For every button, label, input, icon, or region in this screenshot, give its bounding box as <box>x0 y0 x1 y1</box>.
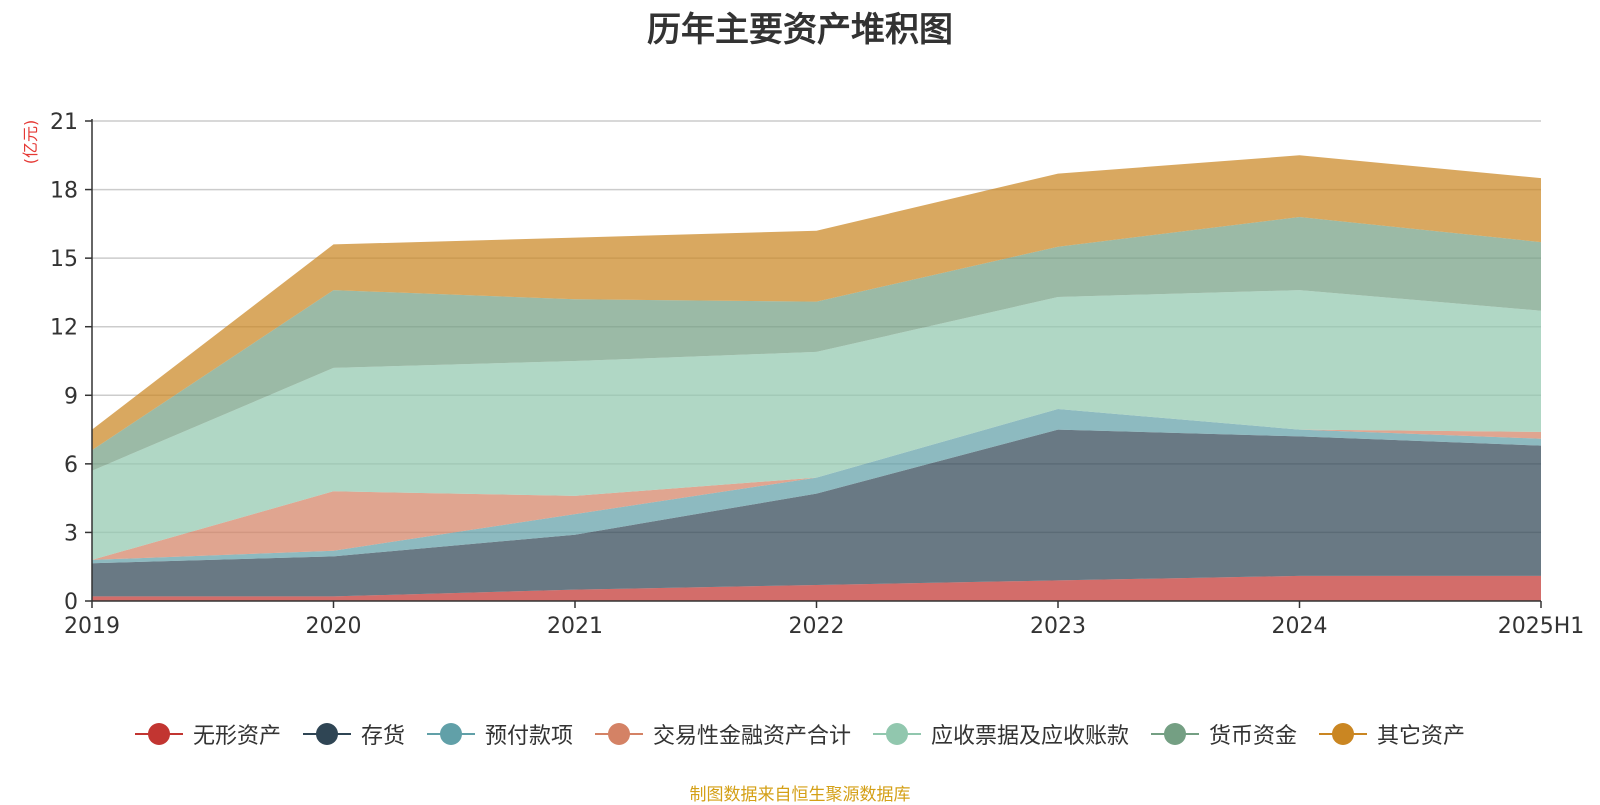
legend-label: 其它资产 <box>1377 724 1466 749</box>
y-tick-label: 3 <box>64 521 78 546</box>
y-tick-label: 0 <box>64 590 78 615</box>
x-tick-label: 2025H1 <box>1498 614 1585 639</box>
y-tick-label: 15 <box>50 247 78 272</box>
axes: 0 3 6 9 12 15 18 21 2019 2020 2021 2022 2023 2024 2025… <box>50 110 1584 639</box>
legend-item[interactable]: 货币资金 <box>1151 718 1297 750</box>
x-tick-label: 2019 <box>64 614 120 639</box>
legend-item[interactable]: 应收票据及应收账款 <box>873 718 1129 750</box>
legend-marker-icon <box>1151 722 1200 746</box>
legend-item[interactable]: 其它资产 <box>1319 718 1465 750</box>
x-tick-label: 2021 <box>547 614 603 639</box>
area-series-3 <box>92 409 1541 560</box>
area-layers <box>92 155 1541 601</box>
legend-marker-icon <box>134 722 183 746</box>
legend-item[interactable]: 存货 <box>302 718 405 750</box>
area-series-2 <box>92 409 1541 564</box>
area-series-4 <box>92 290 1541 560</box>
x-tick-label: 2024 <box>1272 614 1328 639</box>
y-tick-label: 12 <box>50 316 78 341</box>
legend-label: 预付款项 <box>484 724 573 749</box>
legend-label: 交易性金融资产合计 <box>652 724 851 749</box>
legend-label: 存货 <box>360 724 405 749</box>
legend-marker-icon <box>426 722 475 746</box>
legend-item[interactable]: 无形资产 <box>134 718 281 750</box>
area-series-1 <box>92 429 1541 597</box>
source-note: 制图数据来自恒生聚源数据库 <box>689 785 911 805</box>
legend-marker-icon <box>302 722 351 746</box>
y-tick-label: 21 <box>50 110 78 135</box>
legend-marker-icon <box>873 722 921 746</box>
legend-item[interactable]: 交易性金融资产合计 <box>594 718 851 750</box>
area-series-6 <box>92 155 1541 451</box>
y-axis-label: (亿元) <box>21 120 40 165</box>
x-tick-label: 2023 <box>1030 614 1086 639</box>
legend: 无形资产 存货 预付款项 交易性金融资产合计 应收票据及应收账款 货币资金 其它资产 <box>0 718 1600 750</box>
legend-label: 应收票据及应收账款 <box>931 724 1130 749</box>
chart-title: 历年主要资产堆积图 <box>647 10 953 50</box>
legend-marker-icon <box>1319 722 1368 746</box>
x-tick-label: 2020 <box>306 614 362 639</box>
y-tick-label: 9 <box>64 384 78 409</box>
legend-label: 无形资产 <box>192 724 281 749</box>
area-series-5 <box>92 217 1541 471</box>
legend-marker-icon <box>594 722 643 746</box>
legend-item[interactable]: 预付款项 <box>426 718 573 750</box>
x-tick-label: 2022 <box>789 614 845 639</box>
area-series-0 <box>92 575 1541 601</box>
y-tick-label: 6 <box>64 453 78 478</box>
legend-label: 货币资金 <box>1209 724 1298 749</box>
y-tick-label: 18 <box>50 179 78 204</box>
